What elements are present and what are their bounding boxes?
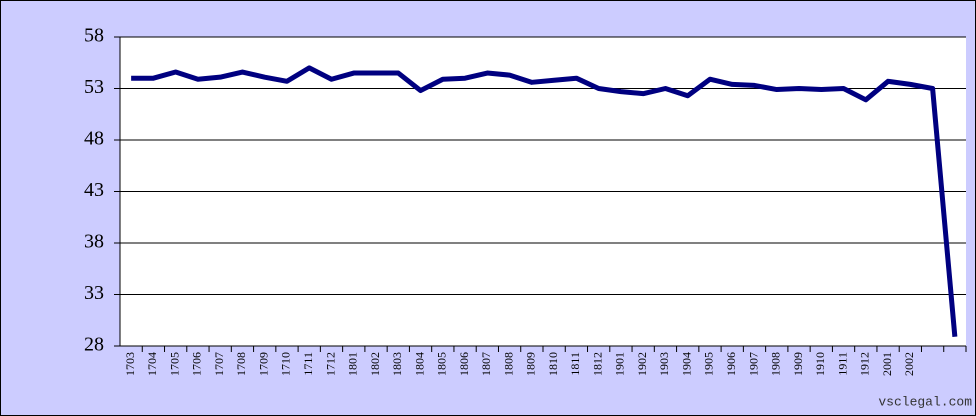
x-tick-label: 1911	[835, 352, 849, 376]
x-tick-label: 1909	[791, 352, 805, 376]
x-tick-label: 1710	[279, 352, 293, 376]
watermark: vsclegal.com	[878, 394, 972, 409]
y-tick-label: 58	[84, 25, 104, 47]
y-tick-label: 53	[84, 76, 104, 98]
x-tick-label: 1903	[657, 352, 671, 376]
x-tick-label: 1708	[234, 352, 248, 376]
y-tick-label: 38	[84, 231, 104, 253]
x-tick-label: 1811	[568, 352, 582, 376]
x-tick-label: 1711	[301, 352, 315, 376]
x-tick-label: 1707	[212, 352, 226, 376]
data-line	[131, 65, 958, 337]
y-tick-label: 48	[84, 128, 104, 150]
x-tick-label: 1806	[457, 352, 471, 376]
x-tick-label: 1807	[479, 352, 493, 376]
x-tick-label: 1904	[679, 352, 693, 376]
x-tick-label: 1907	[746, 352, 760, 376]
x-tick-label: 2002	[902, 352, 916, 376]
x-tick-label: 1804	[412, 352, 426, 376]
x-tick-label: 1805	[435, 352, 449, 376]
x-tick-label: 1908	[769, 352, 783, 376]
x-tick-label: 1803	[390, 352, 404, 376]
x-tick-label: 1912	[858, 352, 872, 376]
x-tick-label: 1808	[501, 352, 515, 376]
x-tick-label: 1905	[702, 352, 716, 376]
x-tick-label: 1712	[323, 352, 337, 376]
x-tick-label: 1801	[346, 352, 360, 376]
x-tick-label: 1810	[546, 352, 560, 376]
x-tick-label: 1902	[635, 352, 649, 376]
x-tick-label: 1706	[190, 352, 204, 376]
x-tick-label: 1906	[724, 352, 738, 376]
y-tick-label: 28	[84, 334, 104, 356]
x-tick-label: 1709	[256, 352, 270, 376]
x-tick-label: 1910	[813, 352, 827, 376]
x-tick-label: 1901	[613, 352, 627, 376]
x-tick-label: 1703	[123, 352, 137, 376]
x-tick-label: 2001	[880, 352, 894, 376]
x-tick-label: 1705	[167, 352, 181, 376]
x-tick-label: 1704	[145, 352, 159, 376]
y-tick-label: 33	[84, 282, 104, 304]
y-tick-label: 43	[84, 179, 104, 201]
x-tick-label: 1812	[590, 352, 604, 376]
x-tick-label: 1802	[368, 352, 382, 376]
x-tick-label: 1809	[524, 352, 538, 376]
